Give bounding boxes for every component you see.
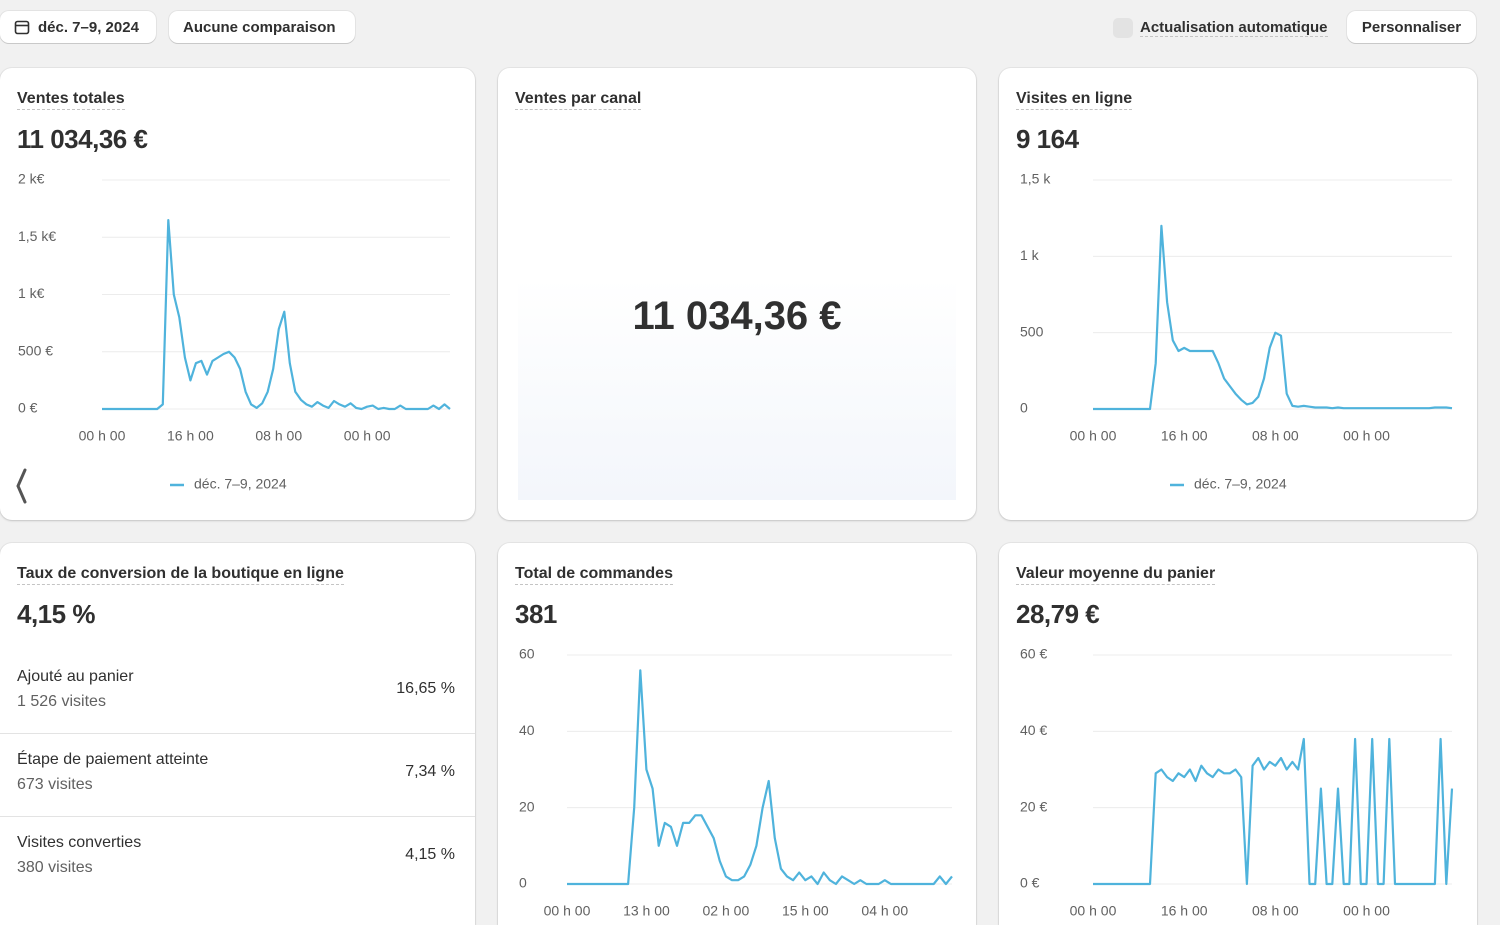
y-tick-label: 2 k€ (18, 171, 45, 187)
row-rate: 16,65 % (396, 680, 455, 697)
comparison-button[interactable]: Aucune comparaison (169, 11, 355, 43)
x-tick-label: 08 h 00 (1252, 903, 1299, 919)
series-line (102, 219, 451, 411)
row-rate: 4,15 % (405, 846, 455, 863)
x-tick-label: 13 h 00 (623, 903, 670, 919)
funnel-row: Étape de paiement atteinte 673 visites 7… (0, 751, 475, 834)
x-tick-label: 08 h 00 (1252, 428, 1299, 444)
customize-button[interactable]: Personnaliser (1347, 11, 1476, 43)
y-tick-label: 0 € (18, 400, 38, 416)
separator (0, 816, 475, 817)
auto-refresh-label: Actualisation automatique (1140, 19, 1328, 37)
y-tick-label: 1,5 k (1020, 171, 1051, 187)
y-tick-label: 40 € (1020, 722, 1047, 738)
row-visits: 1 526 visites (17, 693, 106, 710)
channel-total: 11 034,36 € (632, 294, 842, 338)
card: Total de commandes 381 (498, 543, 976, 925)
y-tick-label: 20 (519, 798, 535, 814)
card-title[interactable]: Valeur moyenne du panier (1016, 565, 1216, 585)
y-tick-label: 20 € (1020, 798, 1047, 814)
row-visits: 380 visites (17, 859, 93, 876)
x-tick-label: 08 h 00 (255, 428, 302, 444)
calendar-icon (14, 20, 30, 35)
y-tick-label: 1 k (1020, 247, 1040, 263)
card: Ventes par canal 11 034,36 € (498, 68, 976, 520)
row-visits: 673 visites (17, 776, 93, 793)
y-tick-label: 40 (519, 722, 535, 738)
x-tick-label: 02 h 00 (703, 903, 750, 919)
legend-label: déc. 7–9, 2024 (1194, 476, 1287, 492)
customize: Personnaliser (1361, 18, 1462, 36)
card-value: 11 034,36 € (17, 124, 148, 154)
x-tick-label: 16 h 00 (1161, 428, 1208, 444)
card: Valeur moyenne du panier 28,79 € (999, 543, 1477, 925)
card-title[interactable]: Ventes totales (17, 90, 125, 110)
card-value: 9 164 (1016, 124, 1079, 154)
channel-area (518, 278, 956, 500)
previous-arrow[interactable] (16, 468, 27, 504)
x-tick-label: 00 h 00 (1070, 903, 1117, 919)
x-tick-label: 04 h 00 (861, 903, 908, 919)
x-tick-label: 00 h 00 (344, 428, 391, 444)
card-title[interactable]: Total de commandes (515, 565, 673, 585)
row-label: Visites converties (17, 834, 142, 851)
row-label: Étape de paiement atteinte (17, 751, 209, 768)
card: Visites en ligne 9 164 (999, 68, 1477, 520)
y-tick-label: 0 (519, 875, 527, 891)
x-tick-label: 15 h 00 (782, 903, 829, 919)
x-tick-label: 00 h 00 (544, 903, 591, 919)
y-tick-label: 500 € (18, 342, 53, 358)
series-line (1093, 737, 1454, 886)
date-range-button[interactable]: déc. 7–9, 2024 (0, 11, 156, 43)
y-tick-label: 1,5 k€ (18, 228, 56, 244)
card-title[interactable]: Taux de conversion de la boutique en lig… (17, 565, 344, 585)
funnel-row: Visites converties 380 visites 4,15 % (0, 834, 475, 917)
x-tick-label: 00 h 00 (1343, 903, 1390, 919)
card-title[interactable]: Visites en ligne (1016, 90, 1133, 110)
legend-label: déc. 7–9, 2024 (194, 476, 287, 492)
y-tick-label: 0 € (1020, 875, 1040, 891)
card-value: 28,79 € (1016, 599, 1100, 629)
x-tick-label: 00 h 00 (1343, 428, 1390, 444)
row-label: Ajouté au panier (17, 668, 134, 685)
date-range: déc. 7–9, 2024 (38, 18, 139, 36)
y-tick-label: 0 (1020, 400, 1028, 416)
y-tick-label: 60 € (1020, 646, 1047, 662)
series-line (567, 669, 953, 886)
y-tick-label: 1 k€ (18, 285, 45, 301)
comparison: Aucune comparaison (183, 18, 336, 36)
auto-refresh-checkbox[interactable] (1113, 18, 1133, 38)
separator (0, 733, 475, 734)
y-tick-label: 60 (519, 646, 535, 662)
x-tick-label: 16 h 00 (167, 428, 214, 444)
x-tick-label: 00 h 00 (1070, 428, 1117, 444)
series-line (1093, 224, 1453, 411)
card-value: 381 (515, 599, 557, 629)
card-title[interactable]: Ventes par canal (515, 90, 642, 110)
card: Taux de conversion de la boutique en lig… (0, 543, 475, 925)
x-tick-label: 16 h 00 (1161, 903, 1208, 919)
y-tick-label: 500 (1020, 323, 1044, 339)
card-value: 4,15 % (17, 599, 95, 629)
funnel-row: Ajouté au panier 1 526 visites 16,65 % (0, 668, 475, 751)
row-rate: 7,34 % (405, 763, 455, 780)
x-tick-label: 00 h 00 (79, 428, 126, 444)
